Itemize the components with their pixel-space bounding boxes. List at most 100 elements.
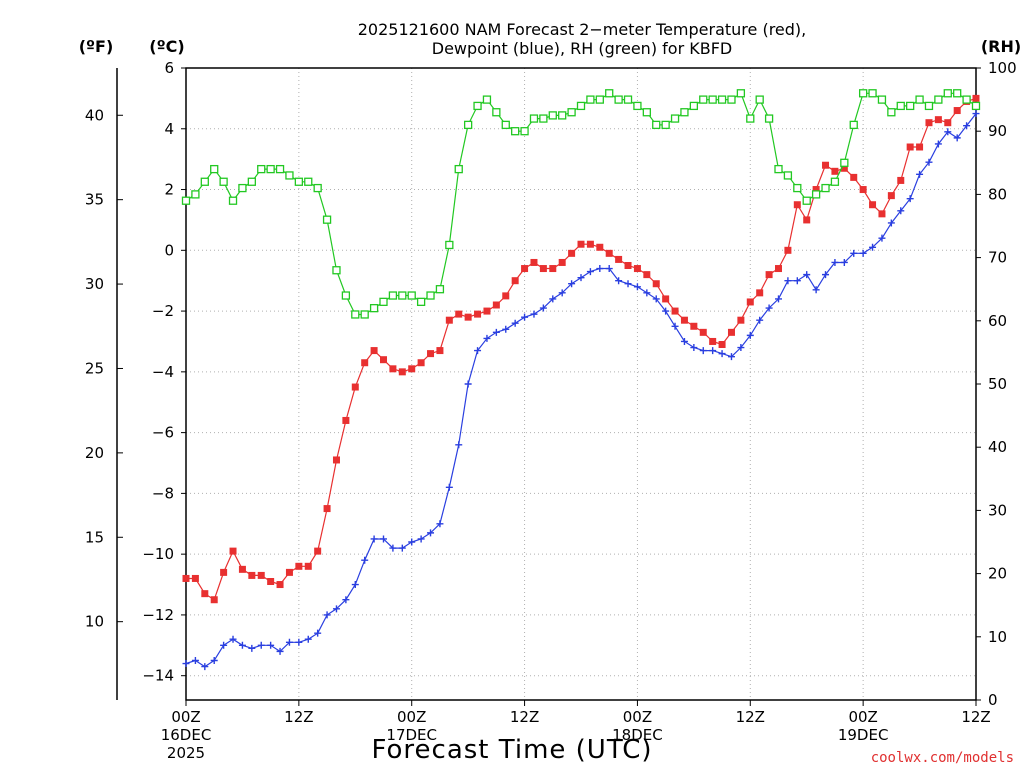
rh-point xyxy=(708,95,717,104)
x-tick-date: 19DEC xyxy=(838,726,889,744)
dewpoint-point xyxy=(765,304,773,312)
dewpoint-point xyxy=(953,134,961,142)
temperature-point xyxy=(671,307,679,315)
rh-series xyxy=(181,89,981,319)
rh-point xyxy=(670,114,680,123)
rh-point xyxy=(398,291,407,300)
dewpoint-point xyxy=(361,556,369,564)
celsius-tick-label: −12 xyxy=(142,606,174,624)
rh-point xyxy=(595,95,604,104)
temperature-point xyxy=(182,574,190,582)
temperature-point xyxy=(916,143,924,151)
temperature-point xyxy=(897,176,905,184)
celsius-tick-label: 6 xyxy=(164,59,174,77)
rh-point xyxy=(463,120,473,130)
rh-point xyxy=(351,310,360,319)
temperature-point xyxy=(455,310,463,318)
rh-point xyxy=(962,95,971,104)
fahrenheit-unit-label: (ºF) xyxy=(79,37,114,56)
rh-point xyxy=(426,291,435,300)
rh-point xyxy=(313,183,322,193)
temperature-point xyxy=(793,201,801,209)
temperature-point xyxy=(361,359,369,367)
rh-point xyxy=(322,215,332,224)
rh-point xyxy=(830,177,840,186)
x-tick-label: 00Z xyxy=(623,708,652,726)
rh-point xyxy=(294,177,304,186)
dewpoint-point xyxy=(191,657,199,664)
fahrenheit-tick-label: 20 xyxy=(85,444,104,462)
rh-point xyxy=(539,114,548,123)
dewpoint-point xyxy=(427,529,435,537)
rh-point xyxy=(605,89,614,98)
temperature-point xyxy=(709,337,717,345)
rh-tick-label: 20 xyxy=(988,565,1007,583)
temperature-point xyxy=(445,316,453,324)
rh-point xyxy=(887,108,896,117)
temperature-point xyxy=(398,368,406,376)
dewpoint-point xyxy=(549,295,557,303)
temperature-point xyxy=(304,562,312,570)
temperature-point xyxy=(417,359,425,367)
dewpoint-point xyxy=(859,249,867,257)
dewpoint-point xyxy=(822,271,830,279)
rh-point xyxy=(821,183,830,193)
celsius-tick-label: −8 xyxy=(152,484,174,502)
dewpoint-point xyxy=(502,325,510,333)
temperature-point xyxy=(267,578,275,585)
dewpoint-point xyxy=(699,347,707,355)
dewpoint-point xyxy=(511,319,519,327)
rh-point xyxy=(558,111,567,120)
dewpoint-point xyxy=(342,596,350,604)
temperature-point xyxy=(474,310,482,318)
dewpoint-point xyxy=(370,535,378,543)
rh-point xyxy=(614,95,623,104)
dewpoint-point xyxy=(671,322,679,330)
celsius-tick-label: −14 xyxy=(142,667,174,685)
rh-tick-label: 90 xyxy=(988,122,1007,140)
temperature-point xyxy=(568,249,576,257)
dewpoint-point xyxy=(483,334,491,342)
temperature-point xyxy=(511,277,519,285)
dewpoint-point xyxy=(332,605,340,613)
rh-point xyxy=(247,177,256,186)
dewpoint-point xyxy=(662,307,670,315)
dewpoint-point xyxy=(652,295,660,303)
dewpoint-point xyxy=(916,170,924,178)
x-tick-date: 18DEC xyxy=(612,726,663,744)
dewpoint-point xyxy=(182,660,190,668)
rh-point xyxy=(285,171,294,180)
dewpoint-point xyxy=(304,635,312,643)
temperature-point xyxy=(285,568,293,576)
dewpoint-point xyxy=(210,657,218,664)
grid-lines xyxy=(186,67,976,700)
dewpoint-point xyxy=(539,304,547,312)
temperature-point xyxy=(944,119,952,127)
dewpoint-point xyxy=(690,344,698,352)
dewpoint-point xyxy=(906,195,914,203)
dewpoint-point xyxy=(436,520,444,528)
dewpoint-point xyxy=(492,328,500,336)
dewpoint-point xyxy=(803,271,811,279)
rh-point xyxy=(717,95,727,104)
x-tick-date: 17DEC xyxy=(386,726,437,744)
temperature-point xyxy=(803,216,811,224)
dewpoint-point xyxy=(633,283,641,291)
rh-point xyxy=(379,297,388,306)
dewpoint-point xyxy=(276,647,284,655)
x-tick-label: 12Z xyxy=(510,708,539,726)
dewpoint-point xyxy=(586,268,594,276)
rh-point xyxy=(228,196,238,205)
dewpoint-point xyxy=(248,644,256,652)
rh-point xyxy=(811,190,821,199)
chart-title-line1: 2025121600 NAM Forecast 2−meter Temperat… xyxy=(358,20,807,39)
rh-point xyxy=(849,120,858,130)
x-tick-label: 00Z xyxy=(171,708,200,726)
rh-point xyxy=(774,164,783,174)
temperature-point xyxy=(201,590,209,598)
rh-point xyxy=(360,310,369,319)
dewpoint-point xyxy=(615,277,623,285)
temperature-point xyxy=(295,562,303,570)
temperature-point xyxy=(934,116,942,124)
data-series xyxy=(181,89,981,671)
